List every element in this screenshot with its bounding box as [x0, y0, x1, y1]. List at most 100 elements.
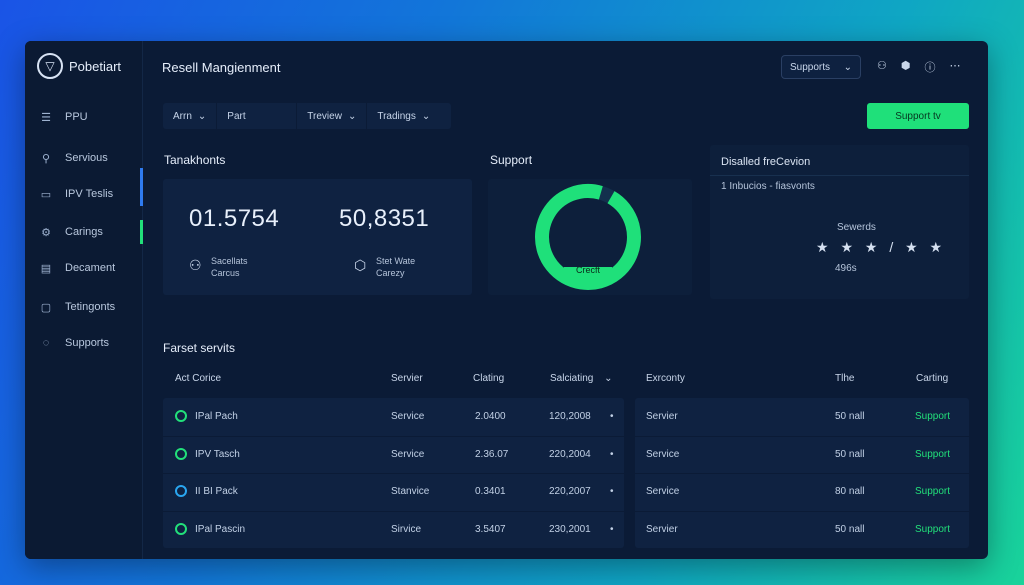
person-icon: ⚇: [189, 257, 202, 273]
sidebar-item-tetingonts[interactable]: ▢ Tetingonts: [25, 295, 143, 319]
sidebar-item-label: Tetingonts: [65, 301, 116, 313]
chevron-down-icon: ⌄: [197, 110, 207, 122]
row-divider: [163, 436, 969, 437]
sidebar-item-label: Carings: [65, 226, 103, 238]
row-name-label: II BI Pack: [195, 485, 238, 497]
cell-name: II BI Pack: [175, 473, 238, 509]
brand-name: Pobetiart: [69, 58, 122, 74]
header-icons: ⚇ ⬢ ⓘ ⋯: [877, 59, 960, 75]
cell-service: Sirvice: [391, 523, 422, 535]
status-dot-icon: [175, 485, 187, 497]
cell-name: IPal Pach: [175, 398, 238, 434]
support-tv-button[interactable]: Support tv: [867, 103, 969, 129]
stat-value-2: 50,8351: [339, 205, 430, 232]
filter-bar: Arrn ⌄ Part Treview ⌄ Tradings ⌄: [163, 103, 451, 129]
support-gauge: Crecft: [530, 179, 646, 295]
gauge-svg: [535, 184, 641, 290]
cell-value: 120,2008: [549, 410, 591, 422]
cell-mark: •: [610, 485, 614, 497]
gear-icon: ⚙: [41, 226, 51, 239]
cell-service: Service: [391, 448, 425, 460]
cell-mark: •: [610, 523, 614, 535]
table-row[interactable]: II BI Pack Stanvice 0.3401 220,2007 • Service…: [25, 473, 988, 509]
sidebar-item-ipv-teslis[interactable]: ▭ IPV Teslis: [25, 168, 143, 206]
cell-time: 50 nall: [835, 523, 865, 535]
cell-action[interactable]: Support: [915, 448, 951, 460]
stat-label-line: Carezy: [376, 268, 405, 278]
rating-panel: Disalled freCevion 1 Inbucios - fiasvont…: [710, 145, 969, 299]
chat-icon: ▢: [40, 301, 52, 314]
sidebar-item-label: IPV Teslis: [65, 188, 114, 200]
col-header-carting[interactable]: Carting: [916, 373, 949, 384]
col-header-servier[interactable]: Servier: [391, 373, 423, 384]
stat-label-line: Stet Wate: [376, 256, 416, 266]
status-dot-icon: [175, 448, 187, 460]
sidebar-item-label: Servious: [65, 152, 108, 164]
stats-panel: 01.5754 ⚇ Sacellats Carcus 50,8351 ⬡ Ste…: [163, 179, 472, 295]
info-icon[interactable]: ⓘ: [924, 62, 936, 74]
table-row[interactable]: IPal Pascin Sirvice 3.5407 230,2001 • Servier…: [25, 511, 988, 547]
chevron-down-icon: ⌄: [843, 61, 852, 73]
rating-subtitle: 1 Inbucios - fiasvonts: [721, 181, 815, 192]
chevron-down-icon: ⌄: [604, 373, 613, 384]
stat-label-line: Sacellats: [211, 256, 248, 266]
status-dot-icon: [175, 523, 187, 535]
sidebar-item-carings[interactable]: ⚙ Carings: [25, 220, 143, 244]
cell-value: 230,2001: [549, 523, 591, 535]
row-divider: [163, 511, 969, 512]
cell-time: 50 nall: [835, 410, 865, 422]
col-header-tlhe[interactable]: Tlhe: [835, 373, 855, 384]
filter-label: Arrn: [173, 110, 192, 122]
table-row[interactable]: IPal Pach Service 2.0400 120,2008 • Servier 50…: [25, 398, 988, 434]
card-icon: ▭: [40, 188, 52, 201]
cell-action[interactable]: Support: [915, 410, 951, 422]
cell-action[interactable]: Support: [915, 523, 951, 535]
filter-arrn[interactable]: Arrn ⌄: [163, 103, 216, 129]
row-name-label: IPV Tasch: [195, 448, 240, 460]
col-header-clating[interactable]: Clating: [473, 373, 505, 384]
cell-clating: 2.0400: [475, 410, 506, 422]
stat-label-line: Carcus: [211, 268, 240, 278]
sidebar-item-ppu[interactable]: ☰ PPU: [25, 105, 143, 129]
cell-right-service: Service: [646, 448, 680, 460]
box-icon[interactable]: ⬢: [900, 60, 911, 72]
star-rating: ★ ★ ★ / ★ ★: [816, 239, 947, 255]
cell-mark: •: [610, 448, 614, 460]
row-name-label: IPal Pascin: [195, 523, 246, 535]
rating-label: Sewerds: [837, 222, 876, 233]
sidebar-item-label: Supports: [65, 337, 110, 349]
cell-name: IPV Tasch: [175, 436, 240, 472]
cell-right-service: Servier: [646, 410, 678, 422]
filter-label: Tradings: [377, 110, 416, 122]
cell-action[interactable]: Support: [915, 485, 951, 497]
chevron-down-icon: ⌄: [421, 110, 431, 122]
rating-title: Disalled freCevion: [721, 156, 811, 168]
chevron-down-icon: ⌄: [347, 110, 357, 122]
cell-clating: 3.5407: [475, 523, 506, 535]
col-header-salciating[interactable]: Salciating ⌄: [550, 373, 613, 384]
col-header-act-corice[interactable]: Act Corice: [175, 373, 222, 384]
user-icon[interactable]: ⚇: [877, 60, 887, 72]
filter-treview[interactable]: Treview ⌄: [296, 103, 366, 129]
document-icon: ▤: [40, 262, 52, 275]
table-row[interactable]: IPV Tasch Service 2.36.07 220,2004 • Service 5…: [25, 436, 988, 472]
sidebar-item-supports[interactable]: ◌ Supports: [25, 331, 143, 355]
filter-tradings[interactable]: Tradings ⌄: [366, 103, 440, 129]
filter-part[interactable]: Part: [216, 103, 296, 129]
sidebar-item-label: PPU: [65, 111, 88, 123]
cell-right-service: Servier: [646, 523, 678, 535]
filter-label: Treview: [307, 110, 342, 122]
supports-select[interactable]: Supports ⌄: [781, 55, 861, 79]
sidebar-item-decament[interactable]: ▤ Decament: [25, 256, 143, 280]
col-header-exrconty[interactable]: Exrconty: [646, 373, 685, 384]
more-icon[interactable]: ⋯: [949, 60, 961, 72]
support-title: Support: [490, 153, 533, 167]
list-icon: ☰: [41, 111, 51, 124]
filter-label: Part: [227, 110, 246, 122]
row-divider: [163, 473, 969, 474]
supports-select-label: Supports: [790, 61, 831, 73]
sidebar-item-servious[interactable]: ⚲ Servious: [25, 146, 143, 170]
shield-logo-icon: ▽: [37, 53, 63, 79]
brand[interactable]: ▽ Pobetiart: [37, 53, 121, 79]
cell-right-service: Service: [646, 485, 680, 497]
